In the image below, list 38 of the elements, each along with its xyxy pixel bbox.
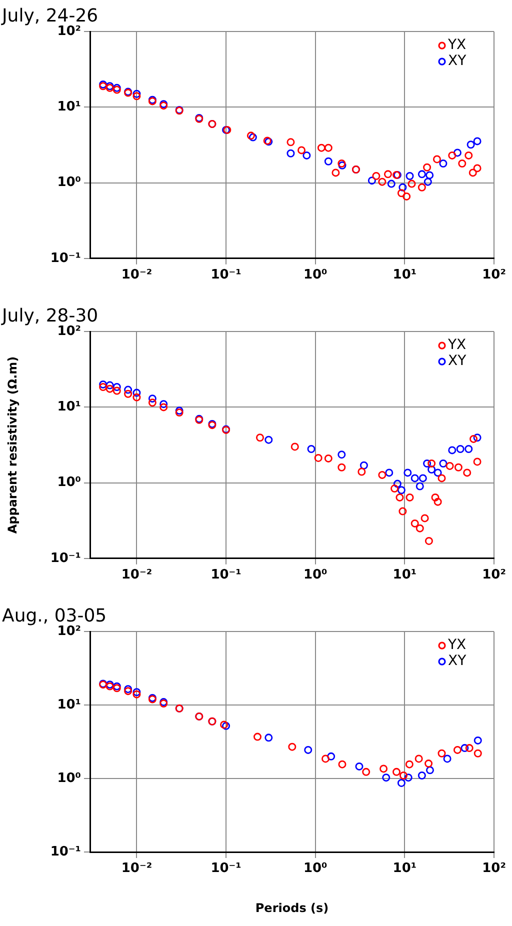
x-tick-label: 10⁻² — [121, 268, 152, 283]
y-tick-label: 10⁰ — [57, 175, 82, 190]
x-tick-label: 10² — [482, 861, 506, 876]
y-tick-label: 10¹ — [57, 697, 81, 712]
x-tick-label: 10⁰ — [303, 568, 328, 583]
legend-label: YX — [447, 37, 467, 54]
y-tick-label: 10¹ — [57, 100, 81, 115]
x-tick-label: 10¹ — [392, 568, 417, 583]
x-tick-label: 10⁻¹ — [210, 568, 242, 583]
legend-label: XY — [448, 653, 467, 670]
x-tick-label: 10¹ — [392, 861, 417, 876]
x-tick-label: 10² — [482, 568, 506, 583]
y-tick-label: 10² — [57, 24, 81, 39]
x-tick-label: 10² — [482, 268, 506, 283]
chart-title: Aug., 03-05 — [2, 605, 107, 626]
x-tick-label: 10⁰ — [303, 861, 328, 876]
x-tick-label: 10⁻¹ — [210, 268, 242, 283]
x-tick-label: 10⁻² — [121, 861, 152, 876]
x-axis-title: Periods (s) — [255, 900, 329, 915]
x-tick-label: 10⁰ — [303, 268, 328, 283]
legend-label: YX — [447, 637, 467, 654]
chart-title: July, 24-26 — [1, 5, 98, 26]
y-tick-label: 10² — [57, 624, 81, 639]
y-tick-label: 10² — [57, 324, 81, 339]
legend-label: XY — [448, 353, 467, 370]
y-tick-label: 10⁻¹ — [50, 844, 81, 860]
y-tick-label: 10⁻¹ — [50, 550, 81, 566]
legend-label: XY — [448, 53, 467, 70]
x-tick-label: 10⁻¹ — [210, 861, 242, 876]
x-tick-label: 10⁻² — [121, 568, 152, 583]
x-tick-label: 10¹ — [392, 268, 417, 283]
y-tick-label: 10¹ — [57, 400, 81, 415]
legend-label: YX — [447, 337, 467, 354]
y-axis-title: Apparent resistivity (Ω.m) — [5, 356, 20, 534]
chart-title: July, 28-30 — [1, 305, 98, 326]
y-tick-label: 10⁰ — [57, 770, 82, 786]
y-tick-label: 10⁻¹ — [50, 250, 81, 266]
y-tick-label: 10⁰ — [57, 475, 82, 490]
